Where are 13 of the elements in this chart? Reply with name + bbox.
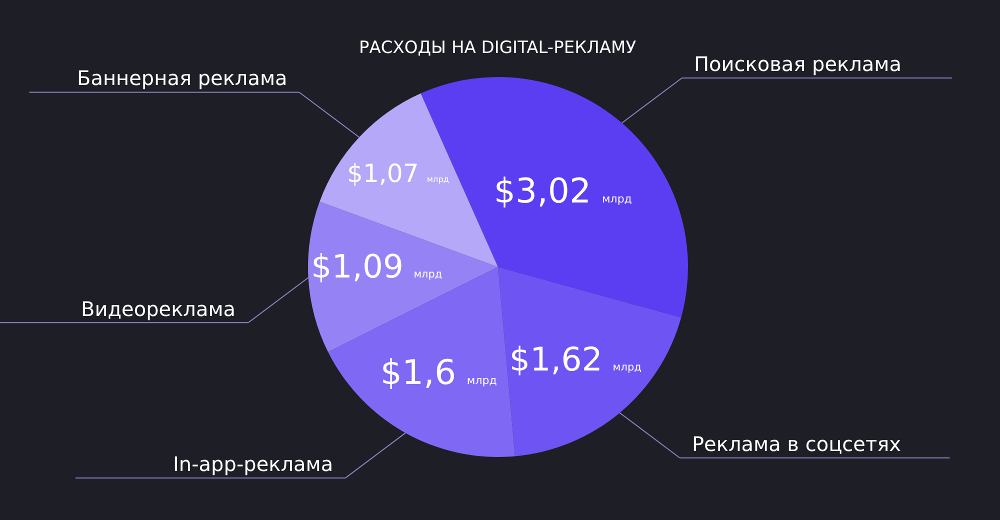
data-label: $3,02 млрд — [494, 171, 632, 212]
data-label: $1,07 млрд — [346, 158, 450, 188]
slice-label: In-app-реклама — [173, 452, 334, 476]
slice-label: Поисковая реклама — [694, 52, 902, 76]
data-label: $1,09 млрд — [311, 247, 442, 286]
pie-slice — [308, 202, 498, 352]
slice-label: Реклама в соцсетях — [692, 432, 902, 456]
pie-slice — [498, 267, 682, 456]
chart-title: РАСХОДЫ НА DIGITAL-РЕКЛАМУ — [359, 38, 637, 58]
data-label: $1,62 млрд — [509, 340, 642, 378]
slice-label: Баннерная реклама — [77, 66, 288, 90]
data-label: $1,6 млрд — [380, 353, 498, 394]
slice-label: Видеореклама — [81, 297, 236, 321]
